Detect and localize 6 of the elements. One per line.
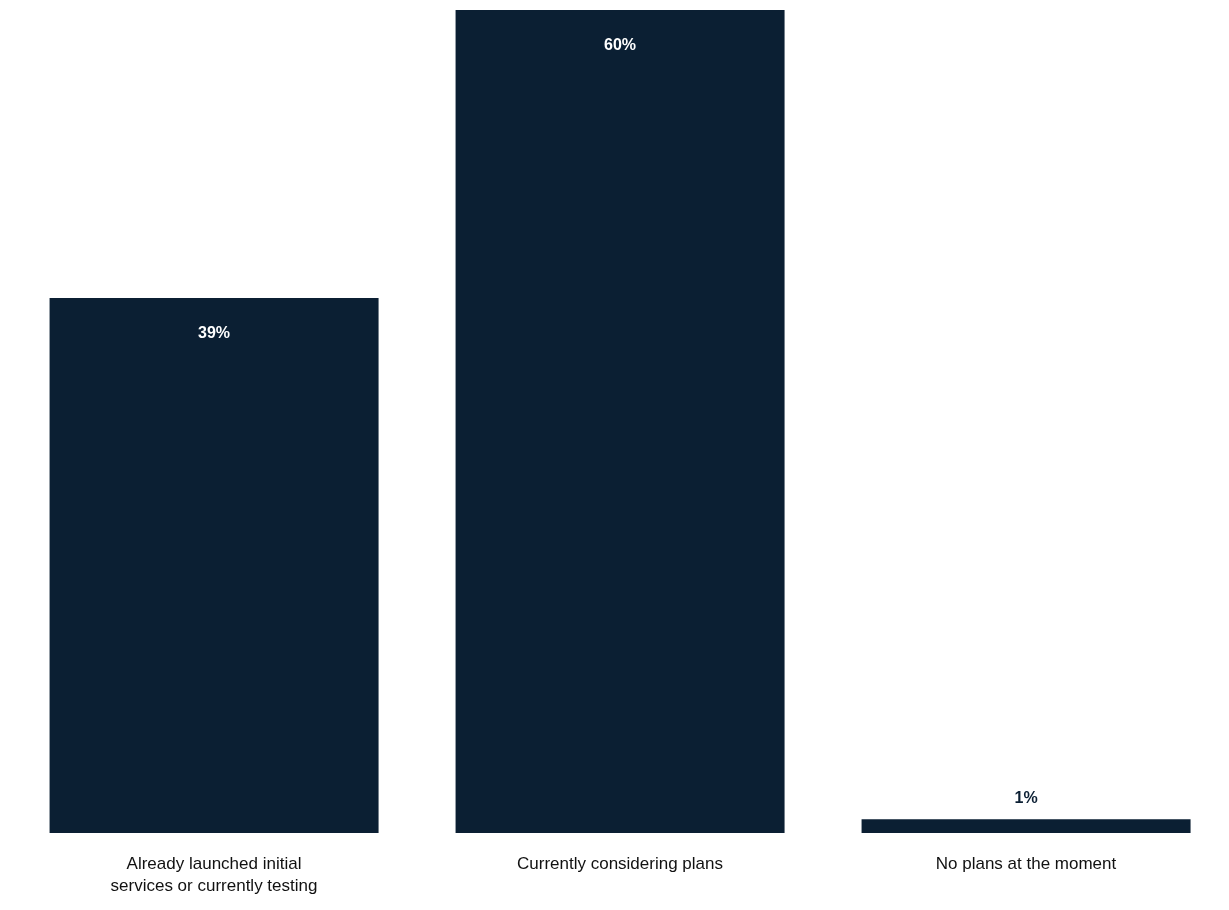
- x-tick-label: Currently considering plans: [517, 854, 723, 873]
- x-tick-label: No plans at the moment: [935, 854, 1117, 873]
- data-label: 39%: [198, 324, 231, 342]
- data-label: 60%: [604, 36, 637, 53]
- x-tick-label: Already launched initial services or currently testing: [110, 854, 318, 895]
- data-label: 1%: [1014, 789, 1038, 807]
